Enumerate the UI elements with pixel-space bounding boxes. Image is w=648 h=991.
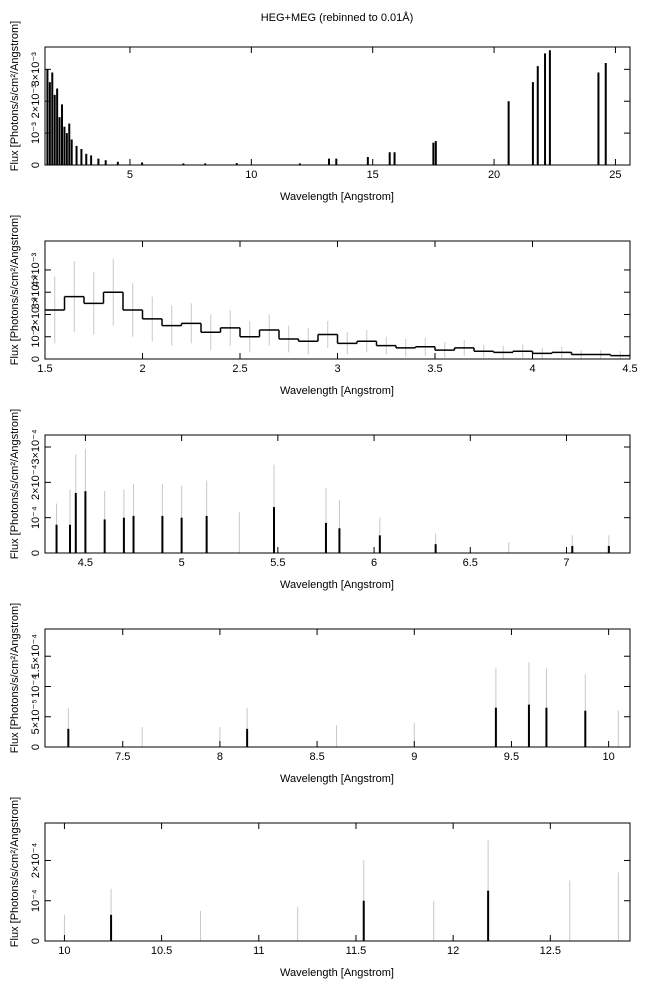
figure-title: HEG+MEG (rebinned to 0.01Å): [261, 11, 414, 24]
y-axis-label: Flux [Photons/s/cm²/Angstrom]: [9, 215, 21, 365]
y-tick-label: 10⁻⁴: [30, 675, 42, 698]
x-tick-label: 10: [245, 169, 257, 181]
x-tick-label: 7.5: [115, 751, 130, 763]
plot-frame: [44, 434, 631, 554]
x-tick-label: 2: [139, 363, 145, 375]
y-tick-label: 0: [30, 744, 42, 750]
x-tick-label: 6: [371, 557, 377, 569]
x-tick-label: 3: [334, 363, 340, 375]
x-tick-label: 10.5: [151, 945, 172, 957]
x-tick-label: 6.5: [463, 557, 478, 569]
x-tick-label: 20: [488, 169, 500, 181]
x-axis-label: Wavelength [Angstrom]: [280, 967, 394, 979]
x-tick-label: 5: [127, 169, 133, 181]
y-tick-label: 3×10⁻⁴: [30, 429, 42, 465]
y-tick-label: 0: [30, 938, 42, 944]
plot-frame: [44, 46, 631, 166]
y-tick-label: 2×10⁻³: [30, 84, 42, 119]
x-tick-label: 1.5: [37, 363, 52, 375]
x-tick-label: 12: [447, 945, 459, 957]
y-tick-label: 2×10⁻⁴: [30, 843, 42, 879]
y-axis-label: Flux [Photons/s/cm²/Angstrom]: [9, 21, 21, 171]
x-tick-label: 10: [602, 751, 614, 763]
y-tick-label: 10⁻³: [30, 122, 42, 144]
x-tick-label: 9: [411, 751, 417, 763]
y-axis-label: Flux [Photons/s/cm²/Angstrom]: [9, 797, 21, 947]
y-axis-label: Flux [Photons/s/cm²/Angstrom]: [9, 603, 21, 753]
x-tick-label: 7: [563, 557, 569, 569]
x-tick-label: 11: [253, 945, 264, 957]
y-tick-label: 10⁻⁴: [30, 889, 42, 912]
y-tick-label: 3×10⁻³: [30, 275, 42, 310]
y-tick-label: 2×10⁻⁴: [30, 464, 42, 500]
y-tick-label: 3×10⁻³: [30, 52, 42, 87]
y-tick-label: 0: [30, 550, 42, 556]
x-axis-label: Wavelength [Angstrom]: [280, 385, 394, 397]
x-axis-label: Wavelength [Angstrom]: [280, 579, 394, 591]
x-axis-label: Wavelength [Angstrom]: [280, 191, 394, 203]
x-tick-label: 4.5: [622, 363, 637, 375]
x-tick-label: 3.5: [427, 363, 442, 375]
x-tick-label: 5.5: [270, 557, 285, 569]
x-tick-label: 15: [367, 169, 379, 181]
x-tick-label: 4: [529, 363, 535, 375]
plot-frame: [44, 628, 631, 748]
y-tick-label: 10⁻⁴: [30, 506, 42, 529]
plot-frame: [44, 822, 631, 942]
x-tick-label: 8: [217, 751, 223, 763]
y-tick-label: 10⁻³: [30, 326, 42, 348]
x-axis-label: Wavelength [Angstrom]: [280, 773, 394, 785]
y-tick-label: 1.5×10⁻⁴: [30, 634, 42, 679]
y-tick-label: 0: [30, 356, 42, 362]
y-axis-label: Flux [Photons/s/cm²/Angstrom]: [9, 409, 21, 559]
x-tick-label: 25: [609, 169, 621, 181]
x-tick-label: 10: [58, 945, 70, 957]
y-tick-label: 0: [30, 162, 42, 168]
x-tick-label: 12.5: [540, 945, 561, 957]
x-tick-label: 5: [179, 557, 185, 569]
x-tick-label: 2.5: [232, 363, 247, 375]
x-tick-label: 4.5: [78, 557, 93, 569]
y-tick-label: 5×10⁻⁵: [30, 699, 42, 734]
x-tick-label: 9.5: [504, 751, 519, 763]
y-tick-label: 4×10⁻³: [30, 252, 42, 287]
x-tick-label: 11.5: [346, 945, 367, 957]
x-tick-label: 8.5: [309, 751, 324, 763]
y-tick-label: 2×10⁻³: [30, 297, 42, 332]
